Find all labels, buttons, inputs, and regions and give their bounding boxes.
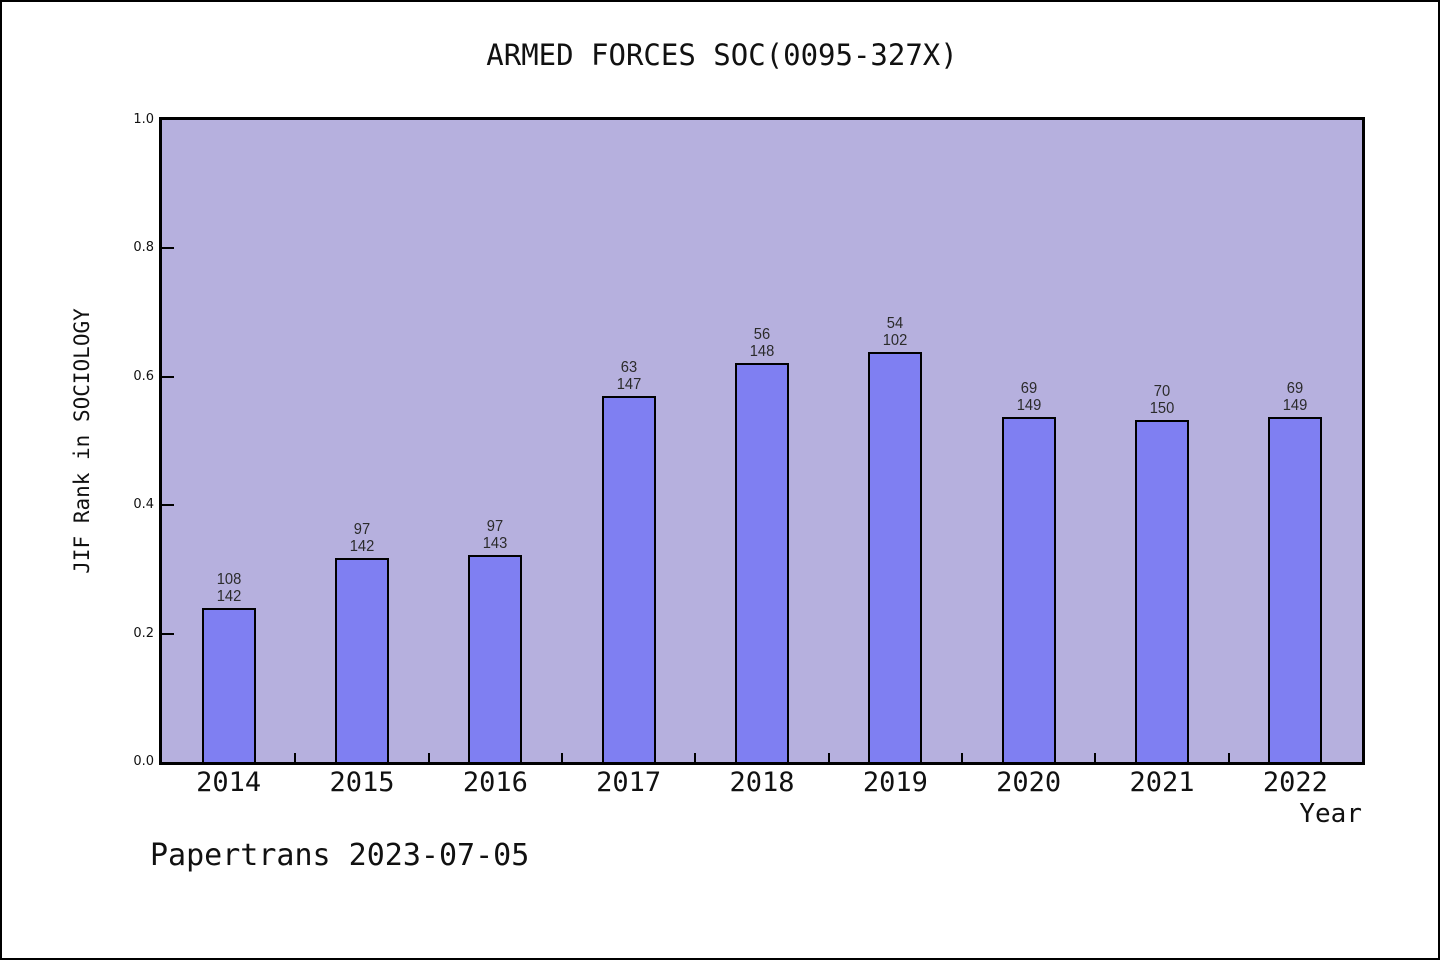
footer-text: Papertrans 2023-07-05: [150, 838, 530, 873]
x-tick-mark: [961, 753, 963, 762]
bar-2018: [735, 363, 789, 762]
bar-label-2019: 54 102: [840, 315, 950, 349]
x-tick-label-2020: 2020: [996, 767, 1062, 798]
y-tick-label: 0.8: [133, 240, 154, 256]
bar-label-2018: 56 148: [707, 326, 817, 360]
bar-label-total: 150: [1149, 400, 1175, 417]
x-tick-label-2017: 2017: [596, 767, 662, 798]
bar-label-2015: 97 142: [307, 521, 417, 555]
bar-label-total: 142: [349, 538, 375, 555]
bar-2021: [1135, 420, 1189, 762]
bar-label-rank: 97: [353, 521, 371, 538]
x-tick-mark: [1094, 753, 1097, 762]
bar-label-rank: 69: [1020, 380, 1037, 397]
x-tick-mark: [561, 753, 563, 762]
plot-area: 108 142 97 142 97 143 63 147 56 148 54 102 69 149 70 15…: [159, 117, 1365, 765]
bar-label-2017: 63 147: [573, 359, 683, 393]
bar-label-rank: 108: [216, 571, 241, 588]
x-tick-mark: [827, 753, 830, 762]
x-tick-mark: [694, 753, 697, 762]
bar-label-total: 149: [1283, 397, 1308, 414]
bar-label-rank: 69: [1287, 380, 1304, 397]
bar-label-2014: 108 142: [173, 571, 283, 605]
bar-label-total: 147: [616, 376, 641, 393]
x-tick-label-2021: 2021: [1129, 767, 1195, 798]
bar-2022: [1268, 417, 1323, 762]
bar-label-rank: 56: [753, 326, 771, 343]
x-tick-label-2019: 2019: [862, 767, 928, 798]
y-tick-label: 0.6: [133, 368, 154, 384]
x-tick-mark: [1227, 753, 1230, 762]
bar-label-rank: 63: [620, 359, 637, 376]
y-tick-label: 1.0: [133, 112, 154, 127]
bar-label-rank: 97: [487, 518, 504, 535]
bar-label-2022: 69 149: [1240, 380, 1350, 414]
x-tick-mark: [427, 753, 430, 762]
bar-label-total: 102: [883, 332, 908, 349]
y-axis-label-text: JIF Rank in SOCIOLOGY: [70, 308, 95, 574]
chart-title: ARMED FORCES SOC(0095-327X): [486, 38, 958, 72]
bar-2016: [468, 555, 523, 762]
y-tick-label: 0.2: [133, 625, 154, 641]
bar-label-2016: 97 143: [440, 518, 550, 552]
x-tick-label-2015: 2015: [329, 767, 395, 798]
bar-label-rank: 70: [1153, 383, 1171, 400]
bar-2020: [1001, 417, 1056, 762]
x-tick-label-2018: 2018: [729, 767, 795, 798]
y-tick-mark: [162, 632, 174, 635]
y-tick-mark: [162, 375, 174, 378]
bar-2014: [201, 608, 256, 762]
y-tick-mark: [162, 247, 174, 250]
bar-label-2020: 69 149: [973, 380, 1083, 414]
bar-label-total: 149: [1016, 397, 1041, 414]
y-tick-label: 0.4: [133, 497, 154, 513]
y-tick-label: 0.0: [133, 754, 154, 769]
bar-2019: [868, 352, 923, 762]
x-tick-label-2022: 2022: [1262, 767, 1328, 798]
y-tick-mark: [162, 504, 174, 507]
x-tick-label-2016: 2016: [462, 767, 528, 798]
bar-2017: [601, 396, 656, 762]
x-tick-label-2014: 2014: [196, 767, 262, 798]
x-tick-mark: [294, 753, 297, 762]
bar-label-total: 148: [749, 343, 775, 360]
bar-label-total: 142: [216, 588, 241, 605]
bar-label-2021: 70 150: [1107, 383, 1217, 417]
x-axis-label: Year: [1299, 799, 1362, 829]
y-axis-label: JIF Rank in SOCIOLOGY: [62, 117, 102, 765]
bar-label-total: 143: [483, 535, 508, 552]
bar-2015: [335, 558, 389, 762]
bar-label-rank: 54: [887, 315, 904, 332]
